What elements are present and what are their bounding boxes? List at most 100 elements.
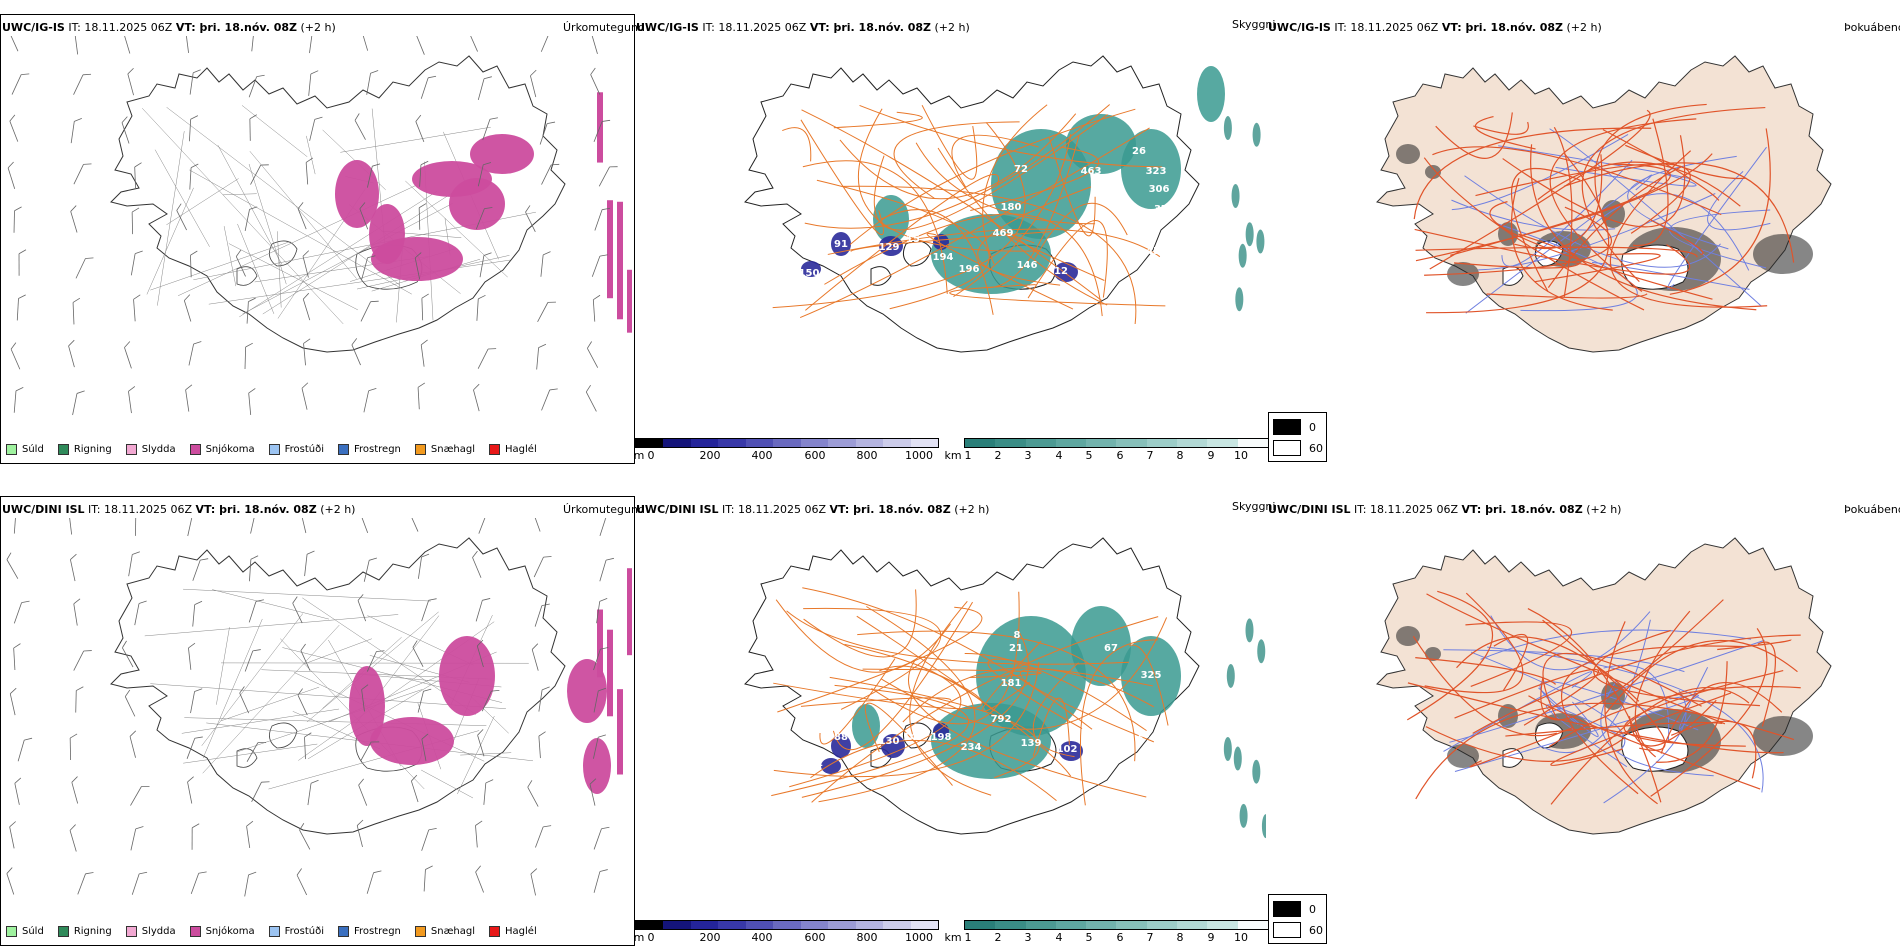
wind-barb: [417, 382, 426, 410]
wind-barb: [363, 557, 378, 582]
height-colorbar-bin: [910, 921, 938, 929]
model-name: UWC/IG-IS: [2, 21, 65, 34]
visibility-colorbar-bin: [1055, 921, 1087, 929]
wind-barb: [366, 70, 379, 95]
wind-barb: [590, 36, 598, 54]
snow-area: [449, 178, 505, 230]
wind-barb: [412, 640, 424, 668]
fog-panel-title: Þokuábendi: [1844, 21, 1900, 34]
road-line: [222, 193, 257, 196]
wind-barb: [421, 733, 429, 761]
wind-barb: [477, 348, 497, 369]
precip-legend-label: Slydda: [141, 925, 176, 937]
road-line: [303, 638, 372, 665]
wind-barb: [408, 518, 419, 532]
wind-barb: [186, 736, 203, 759]
wind-barb: [248, 599, 264, 623]
height-colorbar-bin: [883, 921, 911, 929]
height-tick: 800: [856, 931, 878, 944]
wind-barb: [189, 115, 199, 142]
wind-barb: [302, 292, 311, 321]
visibility-colorbar-bin: [1116, 921, 1147, 929]
wind-barb: [473, 383, 480, 412]
height-unit: m: [633, 931, 645, 944]
wind-barb: [366, 870, 382, 894]
wind-barb: [135, 518, 137, 536]
vis-tick: 2: [994, 449, 1002, 462]
visibility-colorbar-bin: [1025, 439, 1056, 447]
fog-legend-light-swatch: [1273, 922, 1301, 938]
road-line: [142, 108, 344, 325]
road-line: [202, 624, 340, 774]
cloud-base-label: 11: [809, 758, 823, 769]
precip-legend-label: Frostúði: [284, 443, 324, 455]
wind-barb: [591, 254, 608, 277]
precip-legend-label: Frostúði: [284, 925, 324, 937]
visibility-colorbar-bin: [1177, 921, 1208, 929]
lead-time: (+2 h): [1586, 503, 1622, 516]
valid-time: VT: þri. 18.nóv. 08Z: [1461, 503, 1583, 516]
precip-legend: Súld Rigning Slydda Snjókoma Frostúði Frostre…: [6, 441, 626, 457]
lead-time: (+2 h): [954, 503, 990, 516]
cloud-streak: [1245, 222, 1254, 247]
wind-barb: [301, 382, 309, 410]
wind-barb: [244, 649, 261, 672]
wind-barb: [309, 36, 313, 54]
precip-legend-label: Frostregn: [354, 925, 401, 937]
wind-barb: [130, 786, 150, 806]
snow-streak: [607, 200, 613, 299]
wind-barb: [477, 162, 492, 187]
wind-barb: [74, 36, 79, 55]
cloud-area: [1121, 129, 1181, 209]
precip-legend-item: Frostregn: [338, 441, 401, 457]
lead-time: (+2 h): [300, 21, 336, 34]
wind-barb: [292, 596, 303, 624]
wind-barb: [73, 598, 81, 626]
cloud-base-label: 72: [1014, 164, 1028, 175]
cloud-visibility-ticks: km 1 2 3 4 5 6 7 8 9 10: [944, 449, 1267, 463]
road-line: [262, 181, 471, 315]
wind-barb: [235, 249, 246, 277]
wind-barb: [190, 250, 198, 278]
model-name: UWC/IG-IS: [636, 21, 699, 34]
precip-legend-label: Slydda: [141, 443, 176, 455]
cloud-base-label: 150: [799, 268, 820, 279]
precip-legend-swatch: [338, 443, 349, 455]
wind-barb: [189, 69, 201, 95]
wind-barb: [598, 166, 618, 187]
wind-barb: [363, 388, 377, 413]
precip-legend-swatch: [125, 925, 137, 937]
wind-barb: [75, 686, 84, 713]
wind-barb: [538, 731, 546, 759]
vis-tick: 9: [1207, 931, 1215, 944]
wind-barb: [70, 118, 82, 144]
cloud-base-label: 463: [1081, 166, 1102, 177]
wind-barb: [361, 36, 369, 51]
wind-barb: [77, 872, 94, 895]
height-colorbar-bin: [855, 921, 884, 929]
wind-barb: [599, 557, 615, 582]
wind-barb: [539, 121, 556, 145]
precip-legend-item: Frostúði: [268, 441, 324, 457]
height-unit: m: [633, 449, 645, 462]
wind-barb: [191, 823, 200, 850]
height-tick: 600: [804, 931, 826, 944]
cloud-base-label: 306: [1149, 184, 1170, 195]
wind-barb: [176, 203, 187, 231]
wind-barb: [533, 556, 552, 578]
vis-tick: 5: [1085, 931, 1093, 944]
vis-tick: 4: [1055, 931, 1063, 944]
fog-legend-high: 0: [1309, 902, 1316, 916]
cloud-height-ticks: m 0 200 400 600 800 1000: [633, 449, 937, 463]
wind-barb: [590, 67, 601, 95]
road-line: [157, 131, 185, 306]
wind-barb: [75, 257, 94, 279]
road-line: [306, 135, 316, 175]
wind-barb: [192, 600, 203, 627]
cloud-area: [1121, 636, 1181, 716]
valid-time: VT: þri. 18.nóv. 08Z: [1441, 21, 1563, 34]
wind-barb: [249, 555, 259, 582]
precip-legend-label: Snæhagl: [430, 443, 476, 455]
road-line: [189, 169, 412, 295]
precip-legend-label: Rigning: [73, 443, 112, 455]
